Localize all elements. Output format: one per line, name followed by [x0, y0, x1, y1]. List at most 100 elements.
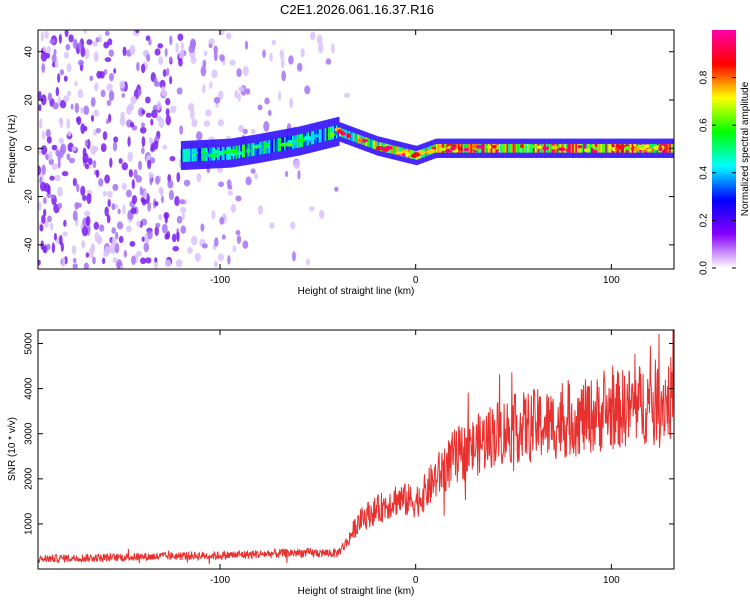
signal-peak: [286, 143, 294, 147]
noise-speckle: [93, 146, 99, 152]
noise-speckle: [217, 253, 224, 262]
noise-speckle: [156, 100, 162, 111]
signal-band-core: [529, 143, 533, 153]
noise-speckle: [177, 33, 184, 41]
noise-speckle: [288, 55, 294, 65]
noise-speckle: [227, 255, 231, 265]
noise-speckle: [88, 247, 94, 259]
noise-speckle: [72, 177, 77, 187]
spectrogram-y-label: Frequency (Hz): [7, 115, 18, 184]
signal-peak: [624, 146, 630, 151]
noise-speckle: [190, 56, 197, 64]
signal-band-core: [345, 129, 348, 139]
signal-peak: [439, 147, 447, 151]
noise-speckle: [250, 168, 256, 174]
noise-speckle: [305, 258, 310, 266]
signal-band-core: [243, 144, 246, 158]
signal-band-core: [508, 143, 511, 153]
signal-band-core: [584, 143, 587, 153]
signal-band-core: [409, 149, 412, 159]
spectrogram-frame: [37, 29, 675, 270]
signal-peak: [542, 146, 550, 151]
noise-speckle: [54, 174, 61, 182]
signal-band-core: [572, 143, 575, 153]
noise-speckle: [242, 240, 249, 249]
noise-speckle: [183, 179, 191, 187]
signal-band-core: [257, 142, 260, 156]
noise-speckle: [72, 257, 77, 264]
noise-speckle: [72, 210, 78, 222]
noise-speckle: [63, 95, 70, 102]
signal-band-core: [320, 129, 323, 143]
signal-band-core: [515, 143, 519, 153]
signal-peak: [646, 148, 652, 152]
noise-speckle: [83, 125, 88, 132]
noise-speckle: [111, 227, 116, 234]
noise-speckle: [51, 163, 58, 170]
colorbar-ticks: 0.0 0.2 0.4 0.6 0.8: [699, 70, 736, 275]
noise-speckle: [81, 225, 88, 237]
noise-speckle: [213, 260, 218, 268]
noise-speckle: [213, 50, 218, 62]
signal-band-core: [183, 148, 187, 162]
signal-peak: [246, 148, 251, 154]
signal-band-core: [666, 143, 669, 153]
signal-band-core: [262, 141, 265, 155]
noise-speckle: [121, 92, 125, 98]
colorbar-bar: [712, 30, 736, 268]
signal-band-core: [445, 143, 448, 153]
spectrogram-x-label: Height of straight line (km): [298, 286, 415, 297]
y-tick-label: 1000: [24, 512, 35, 535]
noise-speckle: [78, 41, 83, 51]
noise-speckle: [84, 48, 90, 60]
noise-speckle: [52, 102, 59, 110]
x-tick-label: 0: [413, 275, 419, 286]
signal-band-core: [254, 142, 257, 156]
noise-speckle: [118, 158, 123, 164]
noise-speckle: [318, 209, 325, 219]
noise-speckle: [45, 128, 51, 138]
noise-speckle: [47, 92, 53, 102]
noise-speckle: [125, 189, 132, 198]
noise-speckle: [127, 151, 133, 163]
noise-speckle: [145, 112, 152, 118]
signal-peak: [644, 144, 650, 149]
signal-peak: [312, 134, 321, 138]
noise-speckle: [310, 31, 316, 41]
noise-speckle: [128, 169, 133, 178]
noise-speckle: [145, 257, 152, 264]
noise-speckle: [218, 90, 224, 100]
x-tick-label: -100: [210, 275, 230, 286]
noise-speckle: [200, 223, 205, 232]
noise-speckle: [51, 53, 57, 64]
noise-speckle: [141, 236, 145, 242]
noise-speckle: [104, 206, 109, 217]
signal-band-core: [351, 132, 354, 141]
signal-peak: [418, 150, 426, 155]
noise-speckle: [229, 59, 236, 66]
signal-band-core: [456, 143, 459, 153]
noise-speckle: [93, 221, 100, 230]
noise-speckle: [40, 31, 45, 42]
noise-speckle: [100, 89, 106, 98]
noise-speckle: [297, 170, 301, 180]
noise-speckle: [66, 118, 71, 129]
signal-band-core: [520, 143, 523, 153]
signal-band-core: [578, 143, 581, 153]
noise-speckle: [66, 63, 72, 73]
noise-speckle: [158, 214, 163, 221]
noise-speckle: [83, 30, 87, 35]
signal-peak: [223, 149, 229, 155]
noise-speckle: [129, 240, 136, 247]
y-tick-label: 20: [24, 94, 35, 106]
noise-speckle: [122, 46, 127, 57]
noise-speckle: [165, 97, 171, 106]
noise-speckle: [293, 159, 300, 170]
noise-speckle: [74, 80, 78, 87]
noise-speckle: [334, 186, 339, 192]
noise-speckle: [196, 172, 202, 183]
signal-peak: [264, 142, 270, 147]
y-tick-label: 3000: [24, 422, 35, 445]
noise-speckle: [234, 90, 239, 99]
noise-speckle: [269, 52, 273, 62]
